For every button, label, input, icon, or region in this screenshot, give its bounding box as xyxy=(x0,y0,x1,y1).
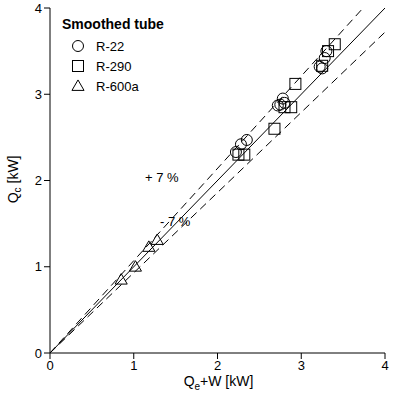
html-text:Q: Q xyxy=(4,192,21,204)
html-text:c: c xyxy=(12,187,24,193)
html-text:R-22: R-22 xyxy=(96,38,125,54)
svg-text:4: 4 xyxy=(35,1,42,16)
html-text:+ 7 %: + 7 % xyxy=(145,170,179,185)
svg-text:0: 0 xyxy=(46,358,53,373)
html-text:Qe+W [kW]: Qe+W [kW] xyxy=(183,373,254,392)
html-text:R-290: R-290 xyxy=(96,58,132,74)
svg-text:1: 1 xyxy=(130,358,137,373)
svg-text:1: 1 xyxy=(35,259,42,274)
html-text:R-600a: R-600a xyxy=(96,78,139,94)
svg-text:4: 4 xyxy=(381,358,388,373)
svg-text:0: 0 xyxy=(35,346,42,361)
svg-text:2: 2 xyxy=(35,173,42,188)
html-text:- 7 %: - 7 % xyxy=(160,214,191,229)
svg-text:3: 3 xyxy=(35,87,42,102)
svg-text:2: 2 xyxy=(214,358,221,373)
html-text:[kW]: [kW] xyxy=(4,155,21,188)
html-text:Smoothed tube: Smoothed tube xyxy=(62,16,164,32)
svg-text:3: 3 xyxy=(298,358,305,373)
